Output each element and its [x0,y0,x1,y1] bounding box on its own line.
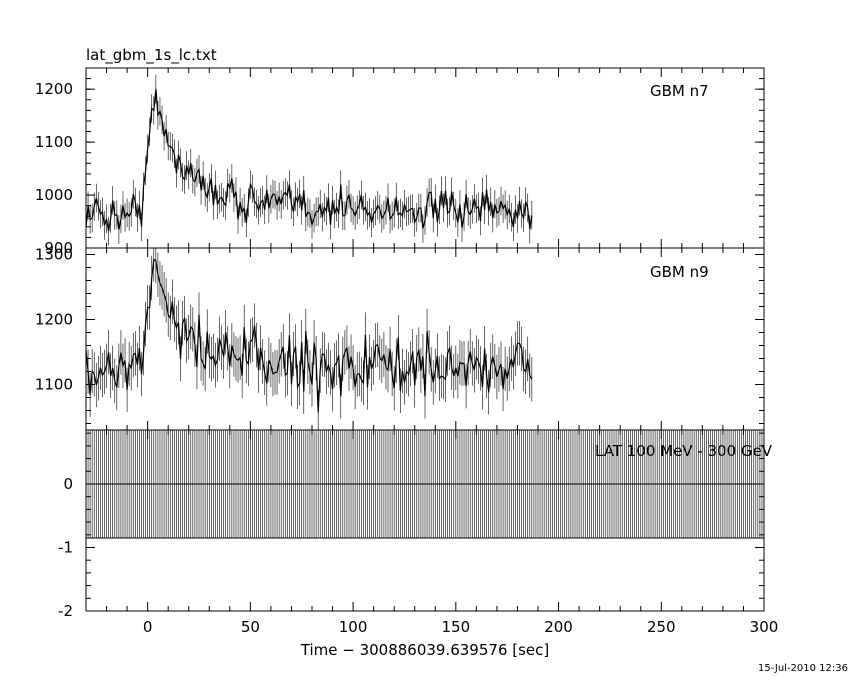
series-label-lat: LAT 100 MeV - 300 GeV [595,442,773,460]
x-tick-label: 0 [143,618,153,636]
error-bars [85,248,533,430]
y-tick-label: 1100 [35,133,73,151]
figure-title: lat_gbm_1s_lc.txt [86,46,217,65]
series-label-gbm-n7: GBM n7 [650,82,709,100]
y-tick-label: 1100 [35,376,73,394]
x-tick-label: 50 [241,618,260,636]
series-label-gbm-n9: GBM n9 [650,263,709,281]
x-tick-label: 100 [339,618,368,636]
y-tick-label: 1200 [35,80,73,98]
x-tick-label: 200 [544,618,573,636]
light-curve-line [85,89,533,232]
x-tick-label: 250 [647,618,676,636]
y-tick-label: 1200 [35,311,73,329]
y-tick-label: 0 [63,475,73,493]
gbm-n9-panel: 1100 1200 1300 [35,246,765,431]
x-tick-label: 150 [441,618,470,636]
y-tick-label: 900 [44,239,73,257]
x-tick-label: 300 [750,618,779,636]
x-axis-label: Time − 300886039.639576 [sec] [300,641,550,659]
y-tick-label: -2 [58,602,73,620]
gbm-n7-panel: 900 1000 1100 1200 [35,67,765,257]
y-tick-label: 1000 [35,186,73,204]
lat-panel: -2 -1 0 0 50 100 150 200 250 300 [58,429,779,636]
datestamp: 15-Jul-2010 12:36 [758,663,848,674]
error-bars [85,74,533,246]
light-curve-line [85,258,533,413]
y-tick-label: 1300 [35,246,73,264]
y-tick-label: -1 [58,538,73,556]
